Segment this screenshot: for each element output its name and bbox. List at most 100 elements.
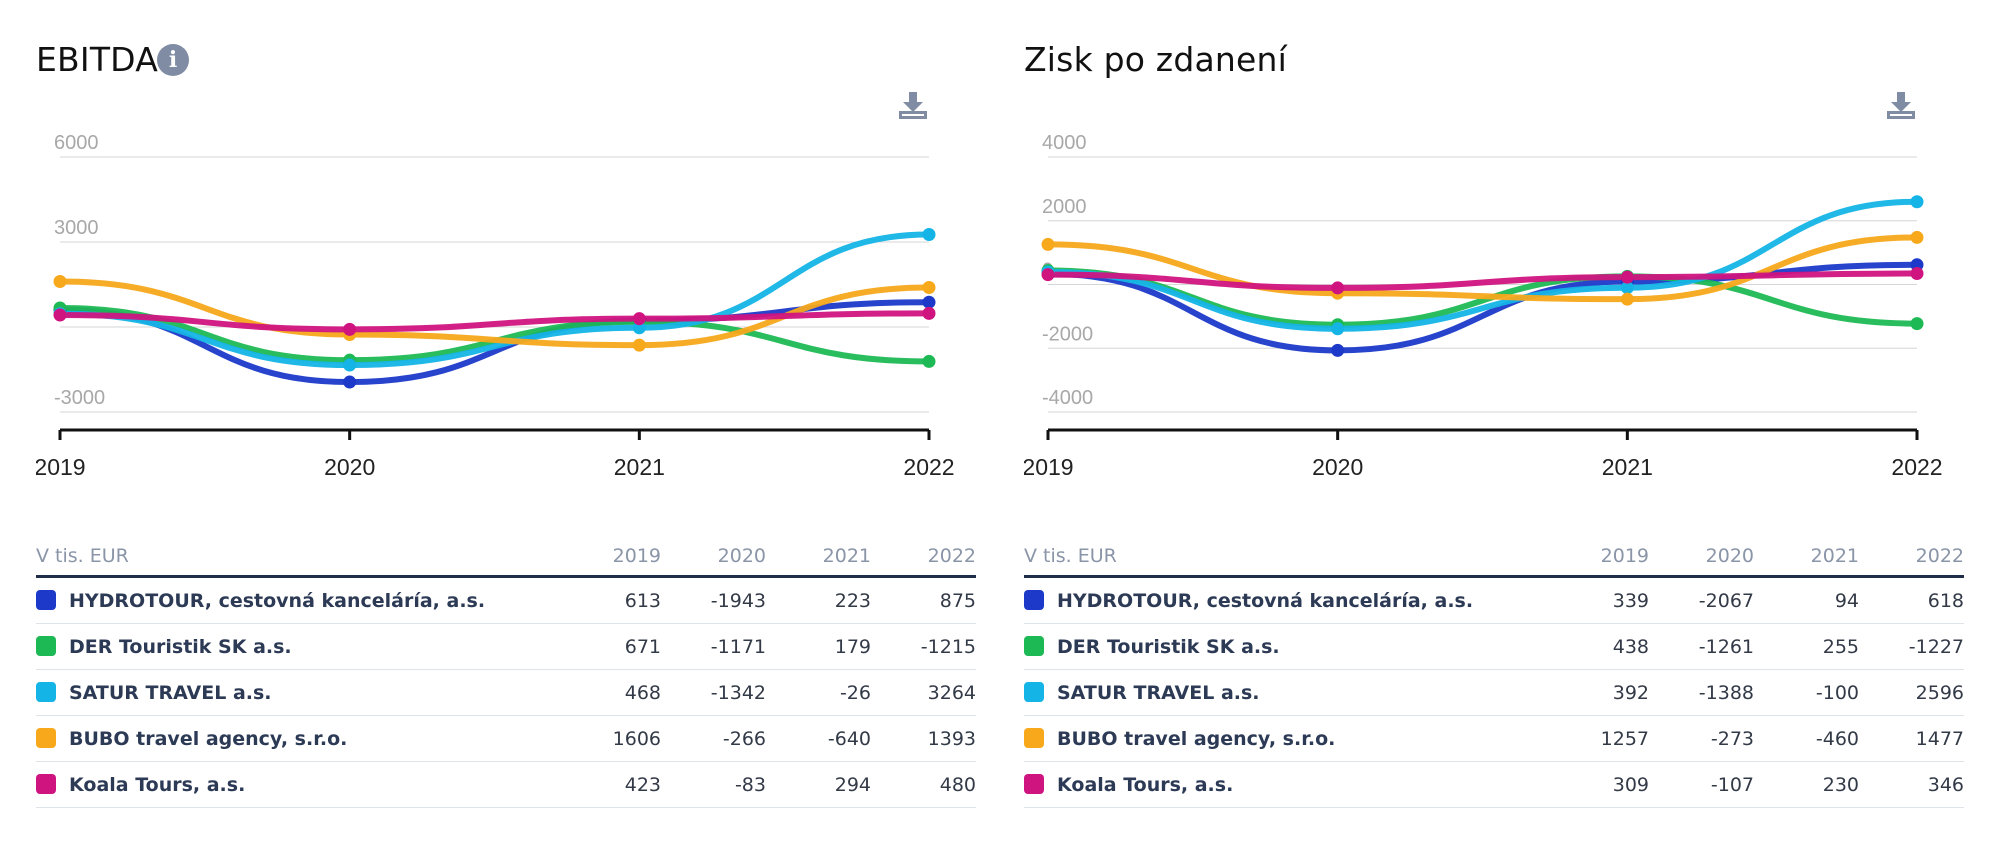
company-name: Koala Tours, a.s. <box>1057 773 1234 796</box>
data-point <box>922 281 936 295</box>
data-point <box>632 338 646 352</box>
value-cell: -640 <box>766 715 871 762</box>
company-name: SATUR TRAVEL a.s. <box>1057 681 1260 704</box>
year-header: 2020 <box>661 537 766 578</box>
download-icon[interactable] <box>898 90 928 120</box>
year-header: 2022 <box>871 537 976 578</box>
value-cell: 309 <box>1544 761 1649 808</box>
y-tick-label: 6000 <box>54 132 99 154</box>
download-icon[interactable] <box>1886 90 1916 120</box>
zisk-panel: Zisk po zdanení 400020000-2000-400020192… <box>1024 0 1984 851</box>
x-tick-label: 2020 <box>1312 454 1363 480</box>
data-point <box>1331 281 1345 295</box>
data-point <box>632 321 646 335</box>
value-cell: 339 <box>1544 576 1649 624</box>
series-line <box>1045 270 1920 291</box>
value-cell: 423 <box>556 761 661 808</box>
x-tick-label: 2022 <box>903 454 954 480</box>
company-name: HYDROTOUR, cestovná kanceláría, a.s. <box>1057 589 1474 612</box>
table-row: SATUR TRAVEL a.s. 468 -1342 -26 3264 <box>36 669 976 716</box>
ebitda-table: V tis. EUR 2019 2020 2021 2022 HYDROTOUR… <box>36 537 976 808</box>
zisk-title: Zisk po zdanení <box>1024 40 1287 79</box>
x-tick-label: 2020 <box>324 454 375 480</box>
table-row: BUBO travel agency, s.r.o. 1257 -273 -46… <box>1024 715 1964 762</box>
series-line <box>57 299 932 386</box>
value-cell: 294 <box>766 761 871 808</box>
value-cell: 346 <box>1859 761 1964 808</box>
data-point <box>922 228 936 242</box>
table-row: HYDROTOUR, cestovná kanceláría, a.s. 339… <box>1024 576 1964 624</box>
value-cell: -1171 <box>661 623 766 670</box>
series-color-swatch <box>36 589 56 610</box>
data-point <box>53 274 67 288</box>
data-point <box>1620 292 1634 306</box>
company-name: BUBO travel agency, s.r.o. <box>69 727 348 750</box>
data-point <box>1041 237 1055 251</box>
value-cell: 480 <box>871 761 976 808</box>
value-cell: 392 <box>1544 669 1649 716</box>
ebitda-title: EBITDA <box>36 40 158 79</box>
company-name: DER Touristik SK a.s. <box>69 635 292 658</box>
value-cell: 179 <box>766 623 871 670</box>
value-cell: -1227 <box>1859 623 1964 670</box>
value-cell: -1342 <box>661 669 766 716</box>
value-cell: -26 <box>766 669 871 716</box>
data-point <box>922 295 936 309</box>
data-point <box>1041 268 1055 282</box>
ebitda-panel: EBITDA i 600030000-30002019202020212022 … <box>36 0 996 851</box>
value-cell: 1393 <box>871 715 976 762</box>
series-color-swatch <box>1024 727 1044 748</box>
value-cell: -1215 <box>871 623 976 670</box>
y-tick-label: 2000 <box>1042 196 1087 218</box>
x-tick-label: 2022 <box>1891 454 1942 480</box>
value-cell: 618 <box>1859 576 1964 624</box>
unit-label: V tis. EUR <box>36 537 556 578</box>
value-cell: 438 <box>1544 623 1649 670</box>
company-name: DER Touristik SK a.s. <box>1057 635 1280 658</box>
table-row: Koala Tours, a.s. 309 -107 230 346 <box>1024 761 1964 808</box>
value-cell: 2596 <box>1859 669 1964 716</box>
year-header: 2021 <box>766 537 871 578</box>
data-point <box>343 322 357 336</box>
series-line <box>1045 198 1920 332</box>
table-row: BUBO travel agency, s.r.o. 1606 -266 -64… <box>36 715 976 762</box>
value-cell: -266 <box>661 715 766 762</box>
table-header-row: V tis. EUR 2019 2020 2021 2022 <box>36 537 976 578</box>
y-tick-label: 3000 <box>54 217 99 239</box>
value-cell: 230 <box>1754 761 1859 808</box>
data-point <box>1331 343 1345 357</box>
value-cell: 1257 <box>1544 715 1649 762</box>
series-color-swatch <box>1024 635 1044 656</box>
table-row: HYDROTOUR, cestovná kanceláría, a.s. 613… <box>36 576 976 624</box>
value-cell: -273 <box>1649 715 1754 762</box>
year-header: 2022 <box>1859 537 1964 578</box>
value-cell: 255 <box>1754 623 1859 670</box>
y-tick-label: -2000 <box>1042 323 1093 345</box>
data-point <box>1620 281 1634 295</box>
data-point <box>1620 270 1634 284</box>
info-icon[interactable]: i <box>157 44 189 76</box>
value-cell: -1388 <box>1649 669 1754 716</box>
series-color-swatch <box>1024 681 1044 702</box>
data-point <box>632 312 646 326</box>
value-cell: 468 <box>556 669 661 716</box>
series-color-swatch <box>36 635 56 656</box>
company-name: Koala Tours, a.s. <box>69 773 246 796</box>
year-header: 2019 <box>1544 537 1649 578</box>
series-line <box>57 231 932 369</box>
value-cell: -100 <box>1754 669 1859 716</box>
series-color-swatch <box>1024 773 1044 794</box>
data-point <box>1910 230 1924 244</box>
value-cell: -107 <box>1649 761 1754 808</box>
data-point <box>343 375 357 389</box>
value-cell: -2067 <box>1649 576 1754 624</box>
value-cell: 1477 <box>1859 715 1964 762</box>
value-cell: 3264 <box>871 669 976 716</box>
company-name: SATUR TRAVEL a.s. <box>69 681 272 704</box>
table-row: SATUR TRAVEL a.s. 392 -1388 -100 2596 <box>1024 669 1964 716</box>
value-cell: 875 <box>871 576 976 624</box>
data-point <box>53 308 67 322</box>
series-line <box>57 310 932 333</box>
